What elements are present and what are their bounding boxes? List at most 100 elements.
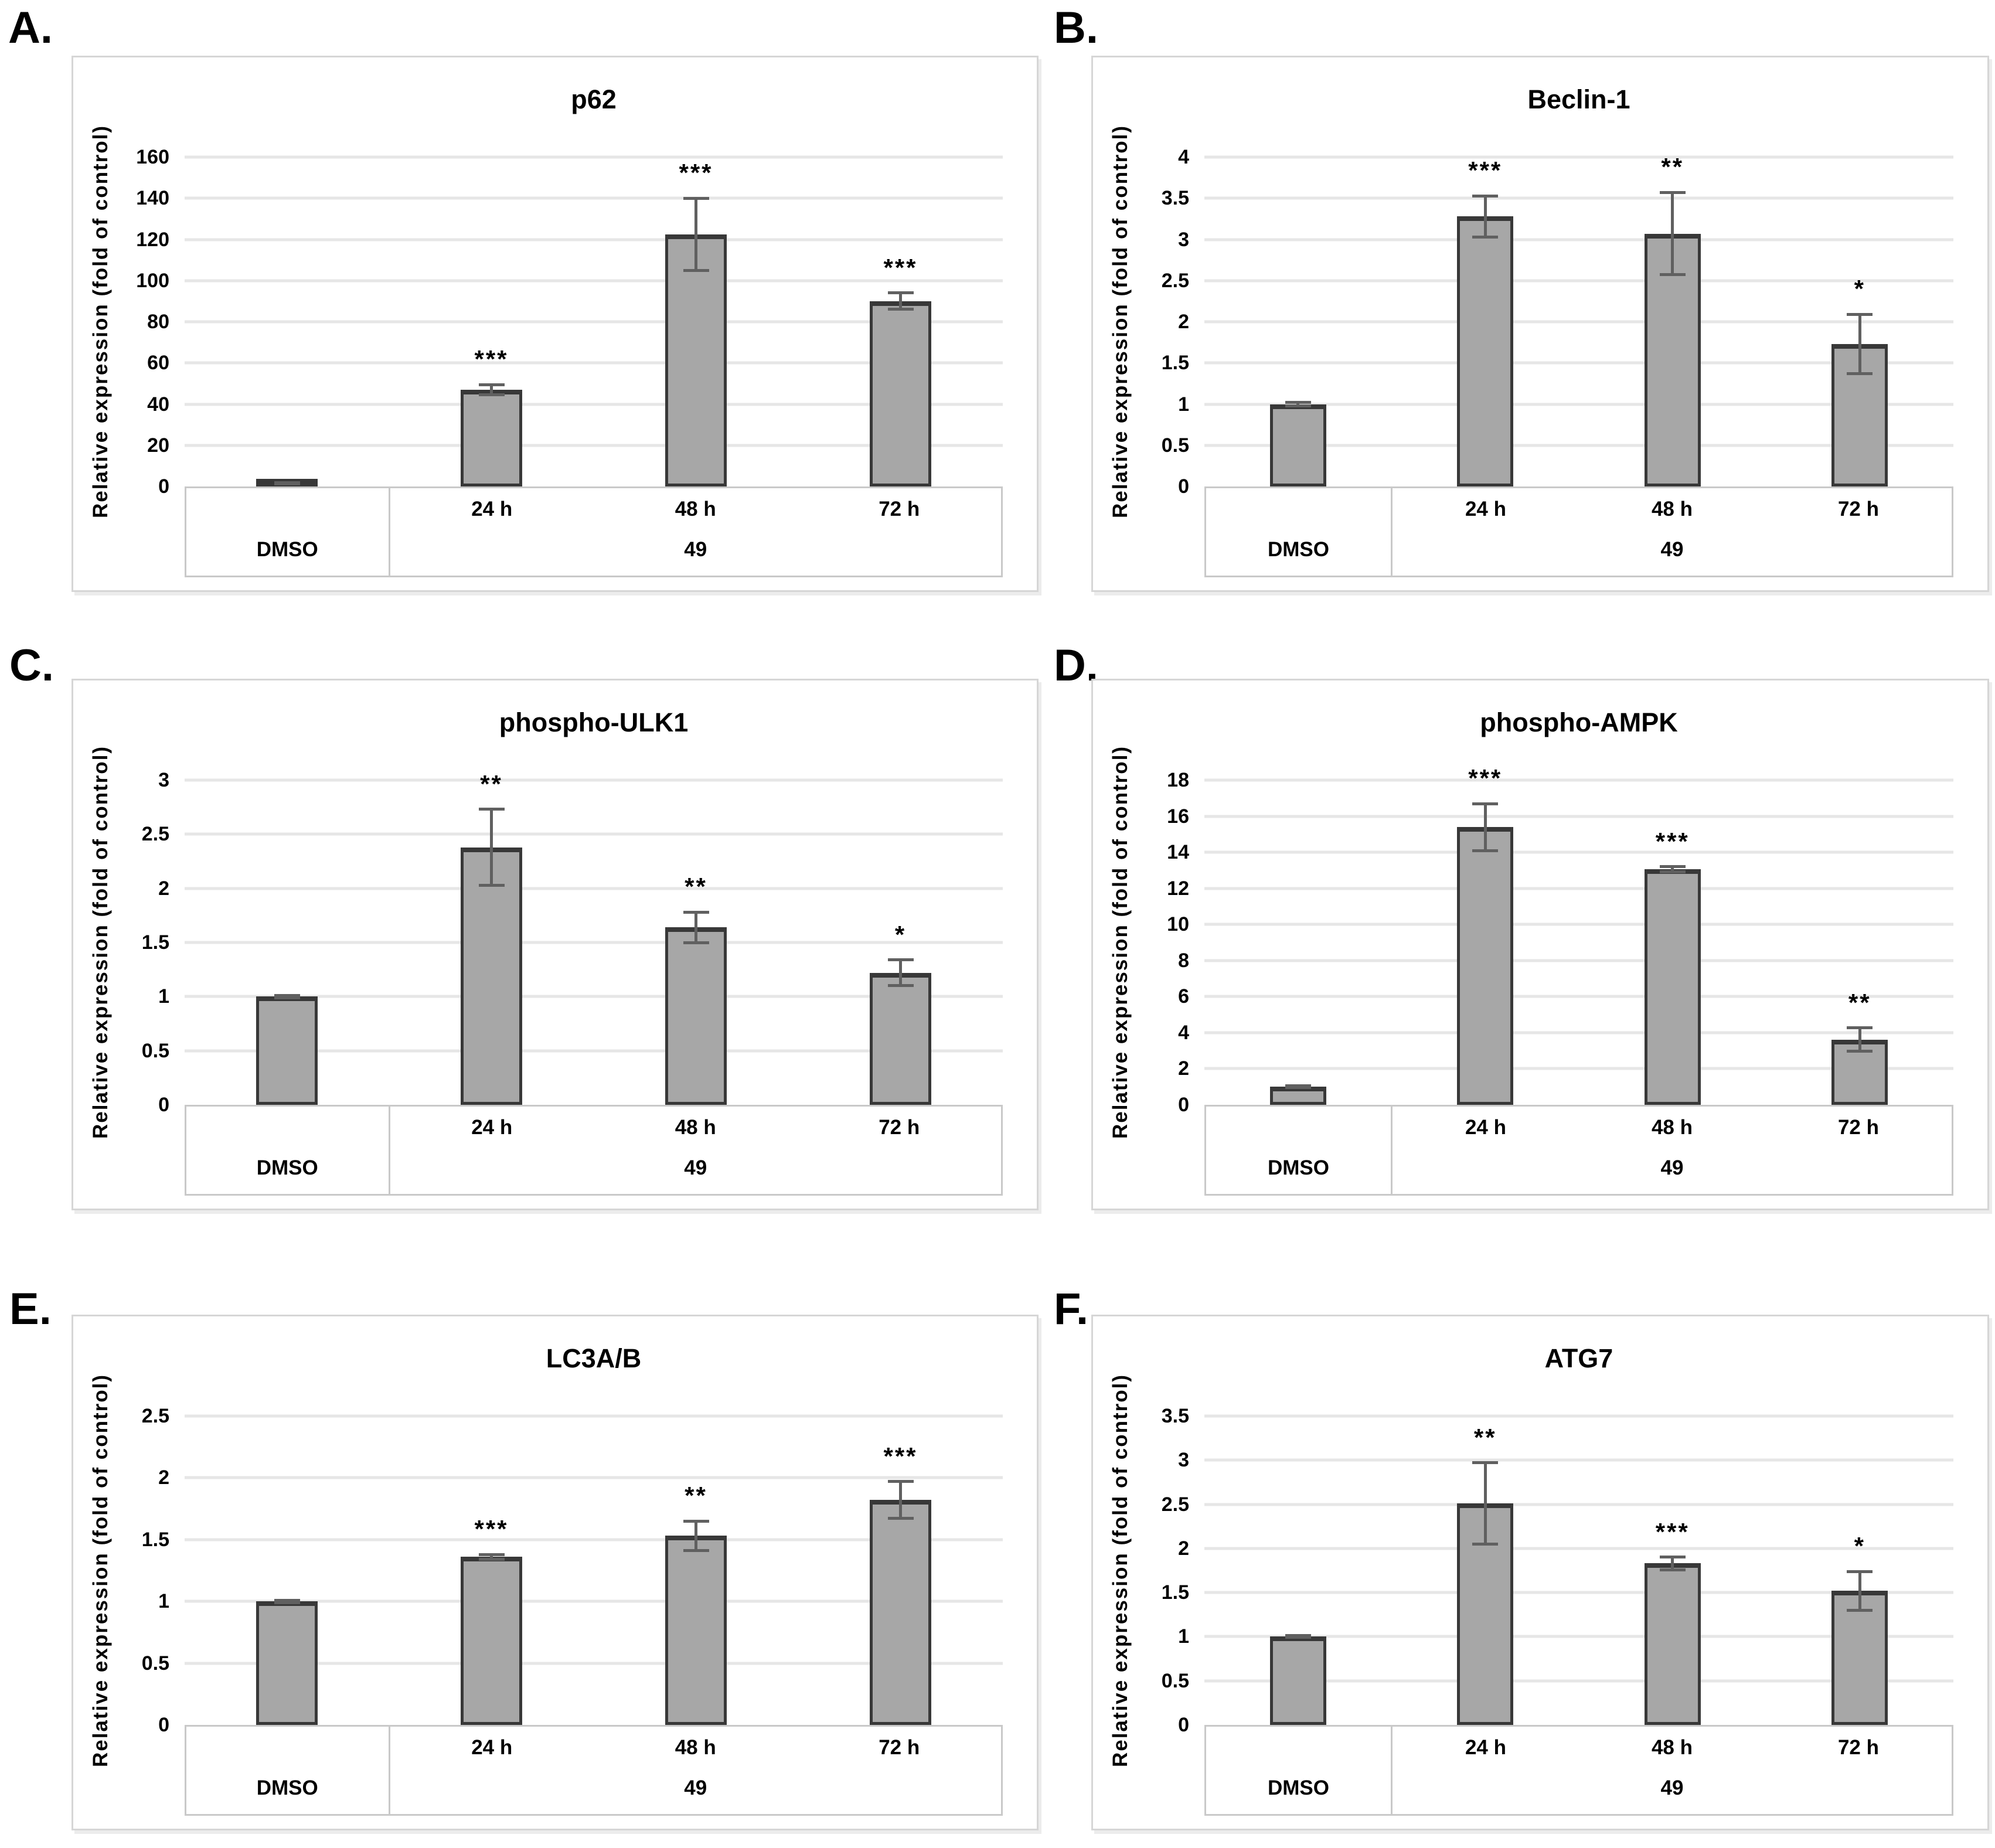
error-bar-cap (274, 996, 300, 999)
x-time-label: 72 h (1837, 1116, 1880, 1139)
x-group-label: 49 (1660, 1776, 1684, 1799)
gridline (1204, 1591, 1953, 1594)
chart-title: LC3A/B (546, 1343, 642, 1373)
significance-stars: *** (679, 159, 713, 187)
error-bar-cap (887, 291, 914, 295)
x-time-label: 48 h (675, 1736, 716, 1759)
gridline (185, 995, 1003, 998)
x-time-label: 24 h (1465, 1116, 1507, 1139)
error-bar-cap (683, 910, 709, 914)
error-bar-cap (1847, 312, 1873, 316)
error-bar-cap (1285, 1636, 1311, 1639)
x-group-cell-49: 24 h 48 h 72 h 49 (390, 488, 1002, 576)
error-bar (1671, 1557, 1674, 1570)
error-bar-cap (1659, 865, 1686, 869)
bar-24h (461, 847, 522, 1105)
x-time-labels: 24 h 48 h 72 h (390, 1116, 1002, 1139)
y-tick-label: 1.5 (141, 1528, 169, 1551)
error-bar (1296, 402, 1300, 406)
x-time-label: 72 h (879, 498, 920, 520)
gridline (1204, 279, 1953, 283)
panel-d: phospho-AMPK Relative expression (fold o… (1091, 679, 1989, 1210)
x-axis-table: DMSO 24 h 48 h 72 h 49 (1204, 1105, 1953, 1196)
y-axis-label: Relative expression (fold of control) (89, 125, 112, 519)
x-group-cell-49: 24 h 48 h 72 h 49 (1393, 488, 1952, 576)
gridline (185, 1662, 1003, 1665)
error-bar (694, 912, 697, 942)
chart-title: p62 (571, 84, 617, 114)
error-bar-cap (887, 958, 914, 962)
bar-48h (665, 927, 727, 1105)
y-tick-label: 80 (147, 311, 169, 333)
error-bar-cap (1847, 372, 1873, 376)
significance-stars: ** (480, 770, 503, 798)
gridline (185, 444, 1003, 447)
error-bar (490, 1554, 493, 1560)
y-tick-label: 18 (1167, 769, 1189, 791)
gridline (1204, 923, 1953, 926)
y-tick-label: 2.5 (141, 1405, 169, 1427)
significance-stars: * (1854, 275, 1865, 303)
error-bar-cap (683, 1519, 709, 1523)
y-tick-label: 2 (158, 877, 169, 900)
bar-72h (870, 1500, 931, 1725)
bar-48h (1644, 869, 1701, 1105)
error-bar-cap (683, 196, 709, 200)
x-group-label: 49 (684, 1156, 707, 1179)
gridline (1204, 444, 1953, 447)
x-group-cell-dmso: DMSO (186, 488, 390, 576)
error-bar-cap (1472, 849, 1499, 852)
gridline (185, 832, 1003, 836)
x-time-label: 48 h (675, 1116, 716, 1139)
gridline (1204, 1414, 1953, 1418)
gridline (1204, 238, 1953, 241)
y-tick-label: 0.5 (141, 1039, 169, 1062)
y-tick-label: 2 (1178, 1537, 1189, 1560)
error-bar-cap (1659, 273, 1686, 277)
y-tick-label: 4 (1178, 1021, 1189, 1044)
significance-stars: *** (1468, 156, 1503, 185)
x-group-label: DMSO (1268, 538, 1329, 561)
panel-f: ATG7 Relative expression (fold of contro… (1091, 1315, 1989, 1830)
y-axis-label: Relative expression (fold of control) (89, 746, 112, 1139)
x-group-label: 49 (684, 1776, 707, 1799)
significance-stars: * (1854, 1532, 1865, 1560)
significance-stars: *** (1468, 764, 1503, 792)
bar-72h (870, 301, 931, 486)
error-bar (899, 1481, 902, 1519)
x-time-label: 24 h (471, 498, 513, 520)
panel-letter-e: E. (9, 1284, 52, 1334)
y-tick-label: 3 (1178, 228, 1189, 251)
y-tick-label: 1.5 (1161, 1581, 1189, 1604)
error-bar-cap (1285, 404, 1311, 407)
error-bar (694, 198, 697, 271)
plot-area: 0 0.5 1 1.5 2 2.5 3 ** ** * (142, 770, 1003, 1115)
error-bar-cap (1659, 1556, 1686, 1559)
plot-area: 0 0.5 1 1.5 2 2.5 *** ** *** (142, 1406, 1003, 1735)
y-tick-label: 1 (158, 1590, 169, 1613)
error-bar-cap (1659, 870, 1686, 874)
y-tick-label: 2 (1178, 311, 1189, 333)
y-tick-label: 20 (147, 434, 169, 457)
panel-letter-a: A. (8, 3, 53, 53)
y-tick-label: 0 (158, 475, 169, 498)
x-group-cell-dmso: DMSO (1206, 488, 1393, 576)
significance-stars: *** (474, 1515, 509, 1543)
error-bar (1483, 804, 1487, 851)
x-group-cell-49: 24 h 48 h 72 h 49 (1393, 1727, 1952, 1814)
error-bar-cap (1472, 1542, 1499, 1546)
y-tick-label: 0 (158, 1714, 169, 1736)
gridline (1204, 361, 1953, 365)
significance-stars: *** (883, 1442, 918, 1470)
gridline (185, 941, 1003, 944)
x-group-label: 49 (1660, 538, 1684, 561)
error-bar-cap (1285, 401, 1311, 404)
x-group-label: DMSO (256, 1776, 318, 1799)
y-tick-label: 1.5 (141, 931, 169, 954)
y-axis-label: Relative expression (fold of control) (1109, 125, 1132, 519)
gridline (1204, 778, 1953, 782)
x-group-label: DMSO (1268, 1776, 1329, 1799)
plot-area: 0 2 4 6 8 10 12 14 16 18 *** *** ** (1167, 766, 1953, 1115)
x-time-label: 24 h (471, 1736, 513, 1759)
x-time-label: 48 h (1651, 498, 1693, 520)
